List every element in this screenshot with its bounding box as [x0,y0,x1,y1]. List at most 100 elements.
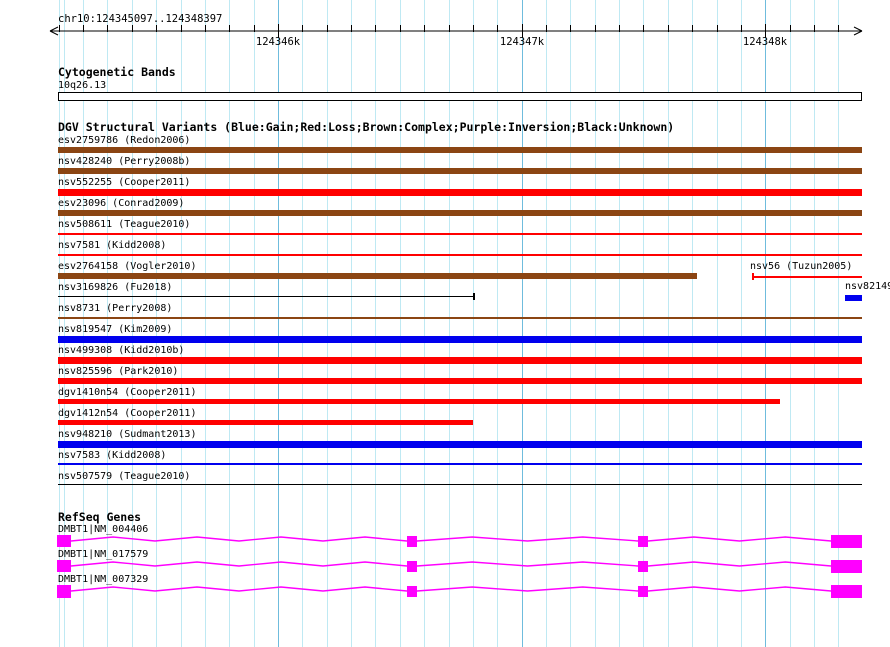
variant-feature-bar[interactable] [58,463,862,465]
gene-exon[interactable] [638,561,648,572]
variant-track-label: nsv948210 (Sudmant2013) [58,429,197,440]
grid-minor-line [790,0,791,647]
variant-feature-bar[interactable] [845,295,862,301]
gene-exon[interactable] [638,586,648,597]
gene-intron-connector[interactable] [416,586,639,592]
cytoband-label: 10q26.13 [58,80,107,91]
section-header-dgv-structural-variants: DGV Structural Variants (Blue:Gain;Red:L… [58,120,675,134]
grid-minor-line [400,0,401,647]
variant-feature-bar[interactable] [58,317,862,319]
variant-feature-bar[interactable] [58,273,697,279]
cytoband-glyph[interactable] [58,92,862,101]
grid-minor-line [132,0,133,647]
grid-minor-line [570,0,571,647]
grid-minor-line [107,0,108,647]
variant-feature-bar[interactable] [58,484,862,485]
gene-label: DMBT1|NM_007329 [58,574,149,585]
gene-intron-connector[interactable] [416,536,639,542]
gene-exon[interactable] [57,560,71,572]
variant-track-label: nsv819547 (Kim2009) [58,324,173,335]
gene-intron-connector[interactable] [416,561,639,567]
variant-track-label: nsv7583 (Kidd2008) [58,450,167,461]
grid-minor-line [375,0,376,647]
grid-minor-line [59,0,60,647]
variant-feature-bar[interactable] [58,420,473,425]
gene-exon[interactable] [831,560,862,573]
grid-minor-line [546,0,547,647]
variant-feature-bar[interactable] [58,210,862,216]
variant-feature-bar[interactable] [58,441,862,448]
variant-track-label: nsv499308 (Kidd2010b) [58,345,185,356]
grid-minor-line [717,0,718,647]
variant-feature-bar[interactable] [58,399,780,404]
variant-feature-bar[interactable] [752,276,862,278]
variant-feature-bar[interactable] [58,233,862,235]
variant-feature-bar[interactable] [58,378,862,384]
gene-intron-connector[interactable] [70,586,408,592]
gene-exon[interactable] [407,586,417,597]
grid-major-line [278,0,279,647]
variant-track-label: nsv8731 (Perry2008) [58,303,173,314]
variant-feature-bar[interactable] [58,296,474,297]
gene-exon[interactable] [831,585,862,598]
grid-minor-line [668,0,669,647]
grid-minor-line [449,0,450,647]
gene-label: DMBT1|NM_017579 [58,549,149,560]
grid-minor-line [327,0,328,647]
ruler-axis [49,24,863,38]
variant-feature-bar[interactable] [752,273,754,280]
gene-exon[interactable] [57,535,71,547]
grid-minor-line [692,0,693,647]
variant-track-label: esv2764158 (Vogler2010) [58,261,197,272]
grid-minor-line [205,0,206,647]
variant-track-label: dgv1410n54 (Cooper2011) [58,387,197,398]
variant-feature-bar[interactable] [58,254,862,256]
variant-track-label: esv2759786 (Redon2006) [58,135,191,146]
variant-track-label: nsv56 (Tuzun2005) [750,261,853,272]
variant-feature-bar[interactable] [58,168,862,174]
grid-minor-line [181,0,182,647]
ruler-right-arrow-icon [853,30,863,36]
gene-exon[interactable] [831,535,862,548]
gene-intron-connector[interactable] [647,586,832,592]
variant-feature-bar[interactable] [58,147,862,153]
gene-intron-connector[interactable] [647,561,832,567]
grid-minor-line [351,0,352,647]
grid-minor-line [643,0,644,647]
section-header-refseq-genes: RefSeq Genes [58,510,142,524]
gene-exon[interactable] [638,536,648,547]
gene-intron-connector[interactable] [70,536,408,542]
variant-feature-bar[interactable] [58,357,862,364]
gene-intron-connector[interactable] [647,536,832,542]
variant-feature-bar[interactable] [58,336,862,343]
variant-track-label: nsv82149 [845,281,890,292]
variant-feature-bar[interactable] [473,293,475,300]
grid-minor-line [302,0,303,647]
variant-track-label: esv23096 (Conrad2009) [58,198,185,209]
gene-exon[interactable] [407,561,417,572]
variant-track-label: nsv7581 (Kidd2008) [58,240,167,251]
gene-intron-connector[interactable] [70,561,408,567]
grid-minor-line [156,0,157,647]
gene-label: DMBT1|NM_004406 [58,524,149,535]
gene-exon[interactable] [57,585,71,598]
ruler-left-arrow-icon [49,26,59,32]
variant-track-label: nsv508611 (Teague2010) [58,219,191,230]
gene-exon[interactable] [407,536,417,547]
variant-track-label: nsv552255 (Cooper2011) [58,177,191,188]
grid-minor-line [254,0,255,647]
grid-major-line [522,0,523,647]
ruler-tick-label: 124348k [742,36,788,48]
grid-minor-line [229,0,230,647]
grid-minor-line [595,0,596,647]
variant-feature-bar[interactable] [58,189,862,196]
grid-minor-line [838,0,839,647]
grid-minor-line [424,0,425,647]
grid-minor-line [497,0,498,647]
ruler-tick-label: 124346k [255,36,301,48]
grid-minor-line [741,0,742,647]
variant-track-label: nsv507579 (Teague2010) [58,471,191,482]
grid-minor-line [83,0,84,647]
